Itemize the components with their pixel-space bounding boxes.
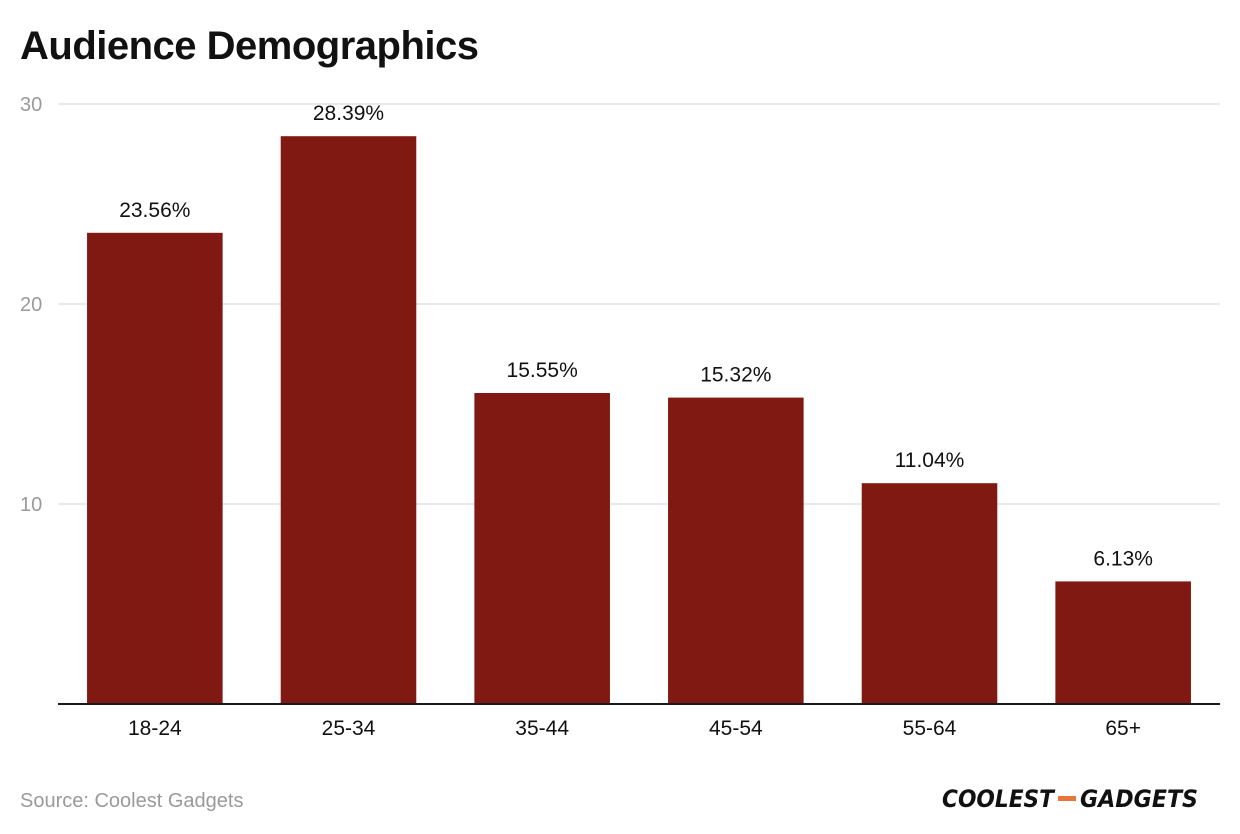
source-note: Source: Coolest Gadgets <box>20 790 244 812</box>
data-label: 6.13% <box>1093 547 1153 570</box>
chart-title: Audience Demographics <box>20 24 479 68</box>
svg-text:GADGETS: GADGETS <box>1080 785 1198 813</box>
x-tick-label: 55-64 <box>903 717 957 740</box>
data-labels: 23.56% 28.39% 15.55% 15.32% 11.04% 6.13% <box>119 102 1153 570</box>
bar-25-34 <box>280 136 417 704</box>
data-label: 15.55% <box>507 359 578 382</box>
y-tick-label: 20 <box>20 294 42 316</box>
coolest-gadgets-logo: COOLEST GADGETS <box>942 785 1198 813</box>
y-tick-label: 30 <box>20 94 42 116</box>
svg-text:COOLEST: COOLEST <box>942 785 1055 813</box>
x-tick-label: 35-44 <box>515 717 569 740</box>
x-axis-ticks: 18-24 25-34 35-44 45-54 55-64 65+ <box>128 717 1141 740</box>
bar-18-24 <box>87 232 223 705</box>
data-label: 23.56% <box>119 199 190 222</box>
bar-35-44 <box>474 393 610 704</box>
data-label: 11.04% <box>895 449 965 472</box>
y-tick-label: 10 <box>20 494 42 516</box>
bar-55-64 <box>861 483 998 704</box>
bars <box>87 136 1191 705</box>
data-label: 15.32% <box>700 364 771 387</box>
bar-45-54 <box>668 397 804 704</box>
x-tick-label: 45-54 <box>709 717 763 740</box>
y-axis-ticks: 10 20 30 <box>20 94 42 516</box>
x-tick-label: 65+ <box>1105 717 1141 740</box>
data-label: 28.39% <box>313 102 384 125</box>
gridlines <box>58 103 1220 505</box>
x-tick-label: 25-34 <box>322 717 376 740</box>
x-tick-label: 18-24 <box>128 717 182 740</box>
logo-dash <box>1058 796 1076 801</box>
bar-65+ <box>1055 581 1191 704</box>
